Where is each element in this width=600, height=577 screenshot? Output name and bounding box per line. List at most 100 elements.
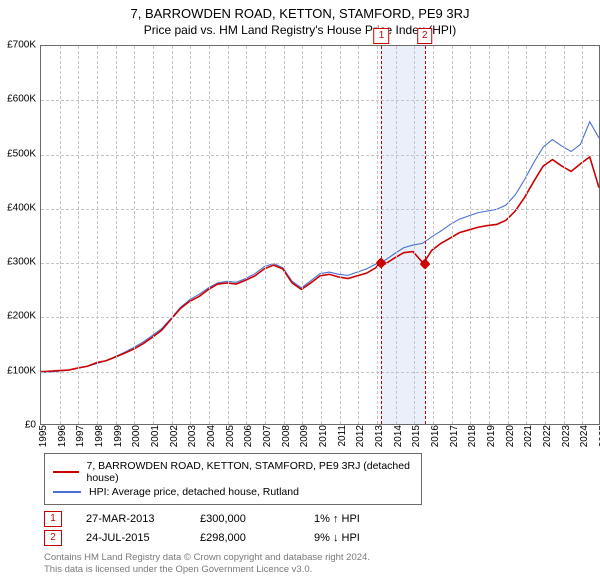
x-axis-label: 2011 bbox=[335, 425, 348, 447]
gridline-vertical bbox=[582, 46, 583, 424]
gridline-vertical bbox=[452, 46, 453, 424]
x-axis-label: 2008 bbox=[279, 425, 292, 447]
x-axis-label: 1999 bbox=[111, 425, 124, 447]
x-axis-label: 2002 bbox=[167, 425, 180, 447]
x-axis-label: 2000 bbox=[129, 425, 142, 447]
x-axis-label: 2022 bbox=[540, 425, 553, 447]
gridline-vertical bbox=[265, 46, 266, 424]
legend-box: 7, BARROWDEN ROAD, KETTON, STAMFORD, PE9… bbox=[44, 453, 422, 505]
footer-line: Contains HM Land Registry data © Crown c… bbox=[44, 552, 590, 564]
chart-title: 7, BARROWDEN ROAD, KETTON, STAMFORD, PE9… bbox=[0, 6, 600, 21]
chart-container: 7, BARROWDEN ROAD, KETTON, STAMFORD, PE9… bbox=[0, 6, 600, 566]
gridline-horizontal bbox=[41, 100, 599, 101]
series-hpi bbox=[41, 122, 599, 373]
gridline-vertical bbox=[508, 46, 509, 424]
legend-label: HPI: Average price, detached house, Rutl… bbox=[89, 486, 299, 498]
gridline-vertical bbox=[564, 46, 565, 424]
gridline-vertical bbox=[209, 46, 210, 424]
gridline-vertical bbox=[134, 46, 135, 424]
x-axis-label: 2004 bbox=[204, 425, 217, 447]
gridline-vertical bbox=[190, 46, 191, 424]
gridline-vertical bbox=[340, 46, 341, 424]
y-axis-label: £500K bbox=[7, 148, 40, 159]
y-axis-label: £700K bbox=[7, 40, 40, 51]
x-axis-label: 2007 bbox=[260, 425, 273, 447]
gridline-horizontal bbox=[41, 372, 599, 373]
x-axis-label: 2013 bbox=[372, 425, 385, 447]
gridline-horizontal bbox=[41, 263, 599, 264]
sales-table: 1 27-MAR-2013 £300,000 1% ↑ HPI 2 24-JUL-2015… bbox=[44, 511, 590, 546]
x-axis-label: 1995 bbox=[36, 425, 49, 447]
y-axis-label: £600K bbox=[7, 94, 40, 105]
x-axis-label: 2012 bbox=[353, 425, 366, 447]
sales-price: £298,000 bbox=[200, 532, 290, 544]
gridline-vertical bbox=[358, 46, 359, 424]
sales-date: 24-JUL-2015 bbox=[86, 532, 176, 544]
line-series-svg bbox=[41, 46, 599, 425]
gridline-vertical bbox=[153, 46, 154, 424]
x-axis-label: 2001 bbox=[148, 425, 161, 447]
sales-badge: 2 bbox=[44, 530, 62, 546]
gridline-vertical bbox=[377, 46, 378, 424]
x-axis-label: 2017 bbox=[447, 425, 460, 447]
legend-swatch bbox=[53, 471, 79, 473]
x-axis-label: 2009 bbox=[297, 425, 310, 447]
gridline-vertical bbox=[321, 46, 322, 424]
gridline-vertical bbox=[433, 46, 434, 424]
sales-hpi-delta: 9% ↓ HPI bbox=[314, 532, 404, 544]
y-axis-label: £100K bbox=[7, 365, 40, 376]
footer-attribution: Contains HM Land Registry data © Crown c… bbox=[44, 552, 590, 577]
gridline-vertical bbox=[97, 46, 98, 424]
gridline-vertical bbox=[545, 46, 546, 424]
gridline-vertical bbox=[526, 46, 527, 424]
sales-hpi-delta: 1% ↑ HPI bbox=[314, 513, 404, 525]
x-axis-label: 1998 bbox=[92, 425, 105, 447]
gridline-vertical bbox=[284, 46, 285, 424]
y-axis-label: £200K bbox=[7, 311, 40, 322]
x-axis-label: 2003 bbox=[185, 425, 198, 447]
gridline-vertical bbox=[116, 46, 117, 424]
x-axis-label: 1996 bbox=[55, 425, 68, 447]
y-axis-label: £300K bbox=[7, 257, 40, 268]
x-axis-label: 2024 bbox=[577, 425, 590, 447]
gridline-vertical bbox=[470, 46, 471, 424]
y-axis-label: £400K bbox=[7, 202, 40, 213]
series-price_paid bbox=[41, 157, 599, 372]
footer-line: This data is licensed under the Open Gov… bbox=[44, 564, 590, 576]
sales-date: 27-MAR-2013 bbox=[86, 513, 176, 525]
x-axis-label: 2021 bbox=[521, 425, 534, 447]
sale-badge: 1 bbox=[374, 28, 390, 44]
gridline-vertical bbox=[60, 46, 61, 424]
legend-label: 7, BARROWDEN ROAD, KETTON, STAMFORD, PE9… bbox=[87, 460, 414, 484]
gridline-horizontal bbox=[41, 209, 599, 210]
gridline-vertical bbox=[78, 46, 79, 424]
sales-price: £300,000 bbox=[200, 513, 290, 525]
x-axis-label: 2019 bbox=[484, 425, 497, 447]
plot-area: 12 bbox=[40, 45, 600, 425]
x-axis-label: 2005 bbox=[223, 425, 236, 447]
x-axis-label: 2006 bbox=[241, 425, 254, 447]
chart-subtitle: Price paid vs. HM Land Registry's House … bbox=[0, 23, 600, 37]
gridline-horizontal bbox=[41, 317, 599, 318]
legend-item: 7, BARROWDEN ROAD, KETTON, STAMFORD, PE9… bbox=[53, 460, 413, 484]
gridline-vertical bbox=[396, 46, 397, 424]
sales-row: 1 27-MAR-2013 £300,000 1% ↑ HPI bbox=[44, 511, 590, 527]
gridline-vertical bbox=[172, 46, 173, 424]
gridline-vertical bbox=[489, 46, 490, 424]
sales-row: 2 24-JUL-2015 £298,000 9% ↓ HPI bbox=[44, 530, 590, 546]
chart-plot-wrap: 12 £0£100K£200K£300K£400K£500K£600K£700K… bbox=[40, 45, 600, 425]
x-axis-label: 2023 bbox=[559, 425, 572, 447]
sale-marker-line bbox=[425, 46, 426, 424]
x-axis-label: 1997 bbox=[73, 425, 86, 447]
x-axis-label: 2015 bbox=[409, 425, 422, 447]
gridline-horizontal bbox=[41, 155, 599, 156]
x-axis-label: 2018 bbox=[465, 425, 478, 447]
sale-badge: 2 bbox=[417, 28, 433, 44]
sales-badge: 1 bbox=[44, 511, 62, 527]
x-axis-label: 2020 bbox=[503, 425, 516, 447]
gridline-vertical bbox=[302, 46, 303, 424]
gridline-vertical bbox=[228, 46, 229, 424]
x-axis-label: 2016 bbox=[428, 425, 441, 447]
sale-marker-line bbox=[381, 46, 382, 424]
x-axis-label: 2014 bbox=[391, 425, 404, 447]
